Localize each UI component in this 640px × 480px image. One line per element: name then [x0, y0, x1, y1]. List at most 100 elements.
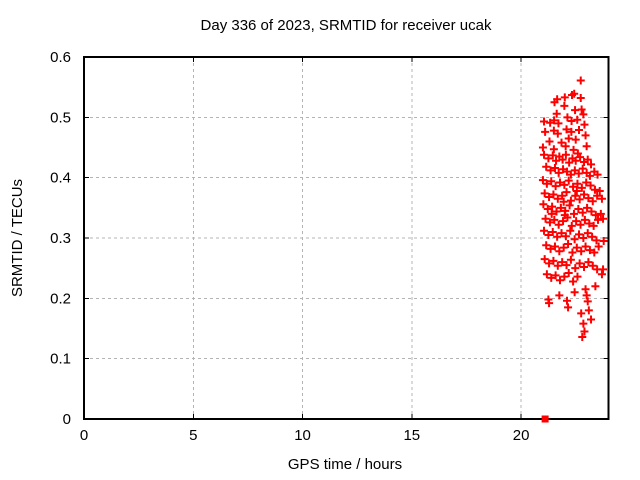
data-point-cross	[578, 208, 587, 217]
data-point-cross	[562, 261, 571, 270]
data-point-cross	[560, 272, 569, 281]
data-point-cross	[576, 153, 585, 162]
data-point-cross	[587, 315, 596, 324]
data-point-cross	[599, 237, 608, 246]
data-point-cross	[560, 211, 569, 220]
y-tick-label: 0.2	[50, 290, 71, 307]
data-point-cross	[560, 180, 569, 189]
data-point-cross	[551, 182, 560, 191]
data-point-cross	[561, 150, 570, 159]
data-point-cross	[565, 201, 574, 210]
x-axis-label: GPS time / hours	[288, 456, 402, 473]
data-point-cross	[583, 203, 592, 212]
data-point-cross	[573, 115, 582, 124]
data-point-cross	[562, 125, 571, 134]
data-point-cross	[542, 270, 551, 279]
x-tick-label: 15	[403, 427, 420, 444]
data-point-cross	[568, 248, 577, 257]
data-point-cross	[559, 197, 568, 206]
data-point-cross	[597, 194, 606, 203]
data-point-cross	[576, 76, 585, 85]
data-point-cross	[552, 109, 561, 118]
data-point-cross	[572, 243, 581, 252]
data-point-cross	[557, 229, 566, 238]
data-point-cross	[540, 150, 549, 159]
data-point-cross	[571, 135, 580, 144]
data-point-cross	[558, 258, 567, 267]
data-point-cross	[580, 262, 589, 271]
y-tick-label: 0	[63, 411, 71, 428]
data-point-cross	[564, 303, 573, 312]
data-point-cross	[575, 259, 584, 268]
data-point-cross	[567, 116, 576, 125]
data-point-cross	[558, 155, 567, 164]
data-point-cross	[564, 134, 573, 143]
data-point-cross	[554, 220, 563, 229]
data-point-cross	[570, 235, 579, 244]
data-point-cross	[585, 171, 594, 180]
data-point-cross	[579, 234, 588, 242]
data-point-cross	[549, 256, 558, 265]
data-point-cross	[545, 259, 554, 268]
data-point-cross	[581, 131, 590, 140]
data-point-cross	[574, 205, 583, 214]
plot-border	[83, 56, 610, 420]
data-point-cross	[559, 243, 568, 252]
data-point-cross	[548, 227, 557, 236]
data-point-cross	[565, 158, 574, 167]
data-point-cross	[549, 145, 558, 154]
data-point-cross	[589, 221, 598, 230]
data-point-cross	[551, 271, 560, 280]
data-point-cross	[561, 142, 570, 151]
y-tick-label: 0.4	[50, 170, 71, 187]
data-point-cross	[588, 261, 597, 270]
data-point-cross	[599, 214, 608, 223]
data-point-cross	[584, 258, 593, 267]
data-point-cross	[558, 191, 567, 200]
data-point-cross	[544, 154, 553, 163]
data-point-cross	[588, 232, 597, 241]
data-point-cross	[570, 288, 579, 297]
x-tick-label: 20	[513, 427, 530, 444]
data-point-cross	[573, 272, 582, 281]
data-point-cross	[554, 168, 563, 177]
data-point-cross	[582, 291, 591, 300]
data-point-cross	[581, 242, 590, 251]
data-point-cross	[594, 215, 603, 224]
data-point-cross	[542, 241, 551, 250]
y-axis-label: SRMTID / TECUs	[9, 179, 26, 297]
data-point-cross	[575, 195, 584, 204]
data-point-cross	[541, 127, 550, 136]
data-point-cross	[583, 155, 592, 164]
data-point-cross	[572, 186, 581, 195]
data-point-cross	[593, 191, 602, 200]
data-point-cross	[556, 203, 565, 212]
data-point-cross	[564, 240, 573, 249]
x-tick-label: 10	[294, 427, 311, 444]
data-point-cross	[585, 246, 594, 255]
data-point-cross	[590, 248, 599, 257]
x-tick-labels: 0 5 10 15 20	[80, 427, 530, 444]
data-point-cross	[576, 94, 585, 103]
data-point-cross	[540, 255, 549, 264]
data-point-cross	[578, 164, 587, 173]
data-point-cross	[571, 191, 580, 200]
data-point-cross	[594, 242, 603, 251]
data-point-cross	[545, 192, 554, 201]
data-point-cross	[593, 170, 602, 179]
chart-title: Day 336 of 2023, SRMTID for receiver uca…	[201, 17, 492, 34]
data-point-cross	[580, 215, 589, 224]
data-point-cross	[574, 230, 583, 239]
data-point-cross	[562, 188, 571, 197]
data-point-cross	[545, 137, 554, 146]
data-point-cross	[590, 185, 599, 194]
data-point-cross	[560, 101, 569, 110]
data-point-cross	[579, 110, 588, 119]
data-point-cross	[555, 291, 564, 300]
data-point-cross	[569, 145, 578, 154]
data-point-cross	[557, 138, 566, 147]
data-point-cross	[553, 232, 562, 241]
data-point-cross	[564, 176, 573, 185]
